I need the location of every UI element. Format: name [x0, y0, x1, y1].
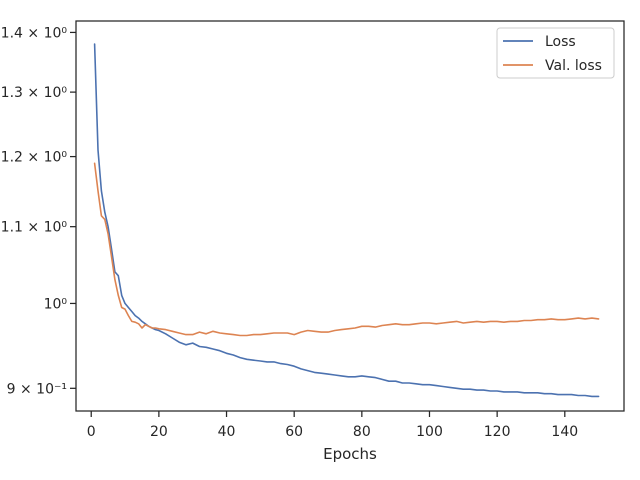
axes-frame [75, 20, 625, 412]
y-tick-label: 1.3 × 10⁰ [1, 85, 68, 101]
y-tick-label: 1.1 × 10⁰ [1, 220, 68, 236]
legend-label: Loss [545, 34, 576, 50]
x-axis-label: Epochs [323, 445, 377, 463]
y-tick-label: 1.2 × 10⁰ [1, 150, 68, 166]
x-tick-label: 40 [218, 424, 236, 440]
x-tick-label: 100 [416, 424, 443, 440]
series-line-loss [93, 43, 600, 398]
x-tick-label: 60 [285, 424, 303, 440]
x-tick-label: 140 [551, 424, 578, 440]
x-axis-ticks: 0 20 40 60 80 100 120 140 [87, 411, 578, 440]
plot-area [93, 43, 600, 398]
legend-label: Val. loss [545, 58, 602, 74]
y-tick-label: 10⁰ [44, 296, 68, 312]
y-axis-ticks: 9 × 10⁻¹ 10⁰ 1.1 × 10⁰ 1.2 × 10⁰ 1.3 × 10⁰ 1.… [1, 25, 76, 397]
y-tick-label: 9 × 10⁻¹ [7, 381, 67, 397]
x-tick-label: 120 [484, 424, 511, 440]
x-tick-label: 0 [87, 424, 96, 440]
x-tick-label: 20 [150, 424, 168, 440]
series-line-val-loss [93, 162, 600, 337]
legend: Loss Val. loss [496, 27, 615, 79]
y-tick-label: 1.4 × 10⁰ [1, 25, 68, 41]
x-tick-label: 80 [353, 424, 371, 440]
